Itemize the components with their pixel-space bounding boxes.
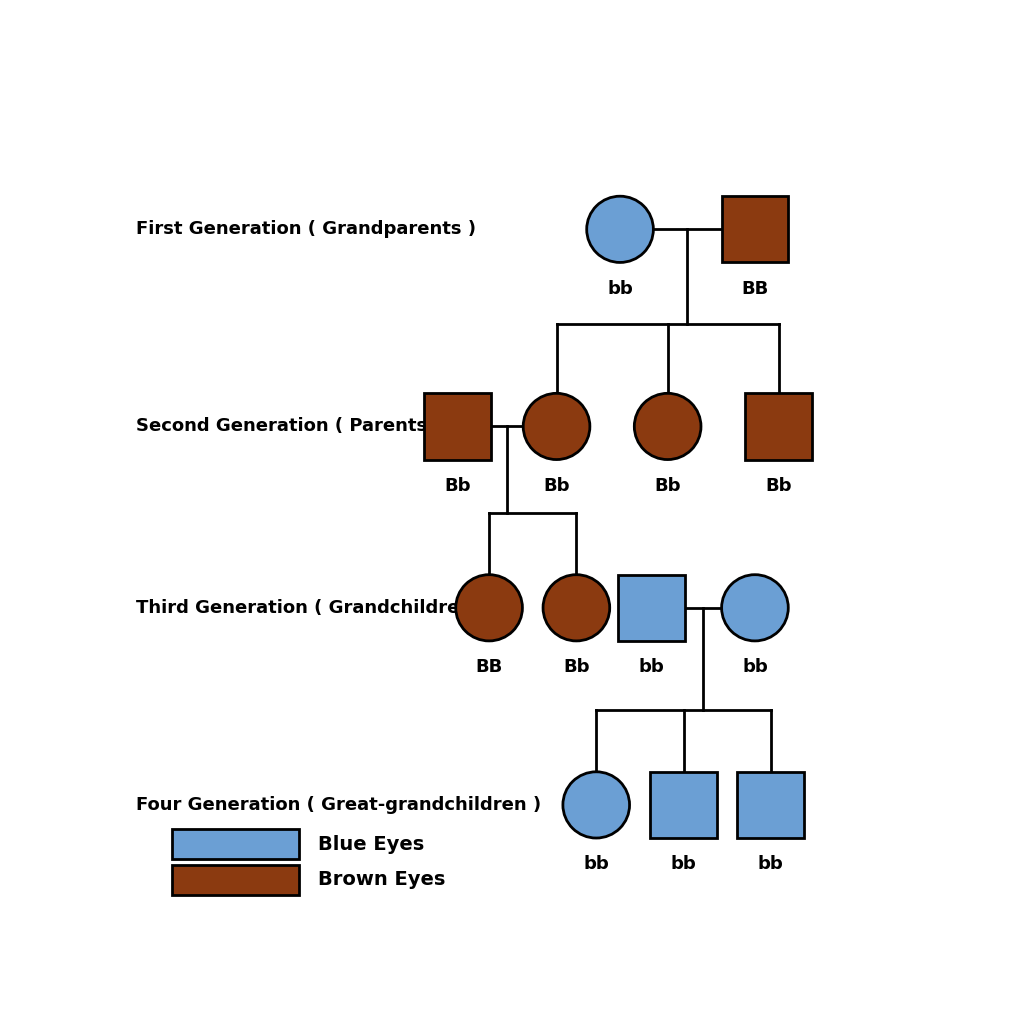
Text: bb: bb [758,855,783,873]
Circle shape [543,574,609,641]
Circle shape [563,772,630,838]
Circle shape [722,574,788,641]
Bar [722,197,788,262]
Text: bb: bb [742,658,768,676]
Bar [745,393,812,460]
Text: Bb: Bb [444,477,471,495]
Text: Bb: Bb [563,658,590,676]
Text: BB: BB [741,280,769,298]
Text: Third Generation ( Grandchildren ): Third Generation ( Grandchildren ) [136,599,486,616]
Text: First Generation ( Grandparents ): First Generation ( Grandparents ) [136,220,476,239]
Text: bb: bb [584,855,609,873]
Bar [172,829,299,859]
Text: BB: BB [475,658,503,676]
Bar [424,393,490,460]
Text: Bb: Bb [544,477,569,495]
Circle shape [523,393,590,460]
Circle shape [456,574,522,641]
Text: bb: bb [607,280,633,298]
Text: Brown Eyes: Brown Eyes [318,870,445,889]
Circle shape [634,393,701,460]
Bar [172,865,299,895]
Circle shape [587,197,653,262]
Text: Bb: Bb [654,477,681,495]
Text: bb: bb [639,658,665,676]
Bar [618,574,685,641]
Bar [737,772,804,838]
Text: Bb: Bb [766,477,792,495]
Text: Second Generation ( Parents ): Second Generation ( Parents ) [136,418,441,435]
Text: Blue Eyes: Blue Eyes [318,835,425,854]
Text: bb: bb [671,855,696,873]
Bar [650,772,717,838]
Text: Four Generation ( Great-grandchildren ): Four Generation ( Great-grandchildren ) [136,796,541,814]
